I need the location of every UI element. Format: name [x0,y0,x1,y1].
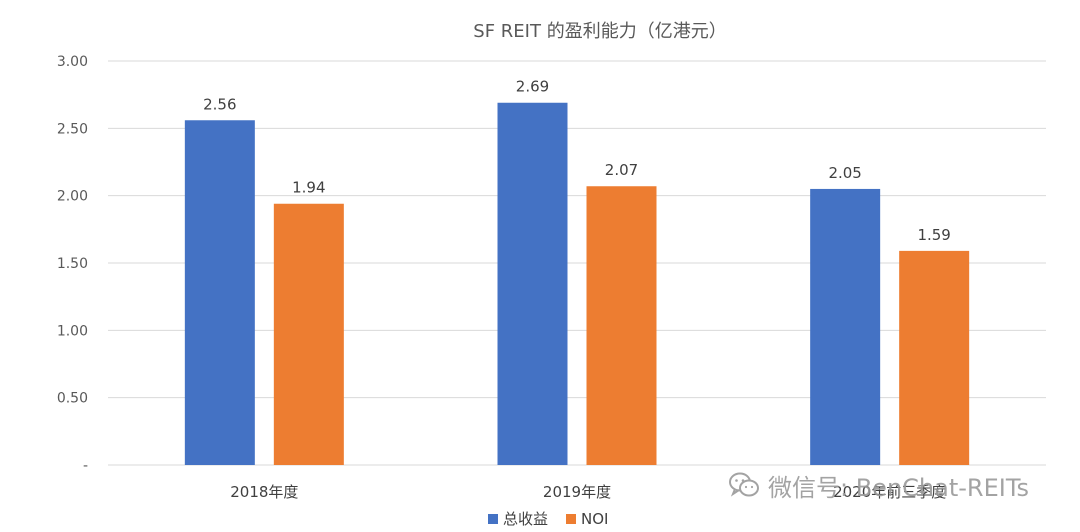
legend-label: NOI [581,510,608,528]
y-tick-label: 2.00 [57,189,88,205]
data-label: 1.59 [917,226,950,244]
bar [810,188,881,465]
data-label: 1.94 [292,179,325,197]
watermark-text: 微信号: BenChat-REITs [768,473,1030,502]
watermark: 微信号: BenChat-REITs [728,468,1029,502]
data-label: 2.69 [516,78,549,96]
bars [184,102,970,466]
data-label: 2.05 [828,164,861,182]
x-tick-label: 2019年度 [543,483,611,501]
bar [586,186,657,466]
x-tick-label: 2018年度 [230,483,298,501]
data-label: 2.07 [605,161,638,179]
x-tick-label: 2020年前三季度 [833,483,946,501]
bar [497,102,568,465]
bar [273,203,344,465]
y-tick-label: 3.00 [57,54,88,70]
legend-swatch [566,514,576,524]
y-tick-label: - [83,458,88,474]
legend-swatch [488,514,498,524]
y-tick-label: 1.00 [57,323,88,339]
gridlines [108,60,1046,466]
legend-label: 总收益 [503,510,548,528]
y-axis: - 0.50 1.00 1.50 2.00 2.50 3.00 [57,54,88,474]
chart-title: SF REIT 的盈利能力（亿港元） [473,21,726,42]
data-label: 2.56 [203,95,236,113]
y-tick-label: 1.50 [57,256,88,272]
bar [184,120,255,466]
y-tick-label: 0.50 [57,391,88,407]
y-tick-label: 2.50 [57,121,88,137]
wechat-icon [729,472,759,497]
bar [899,250,970,465]
data-labels: 2.56 1.94 2.69 2.07 2.05 1.59 [203,78,951,244]
x-axis: 2018年度 2019年度 2020年前三季度 [230,483,946,501]
legend: 总收益 NOI [488,510,608,528]
